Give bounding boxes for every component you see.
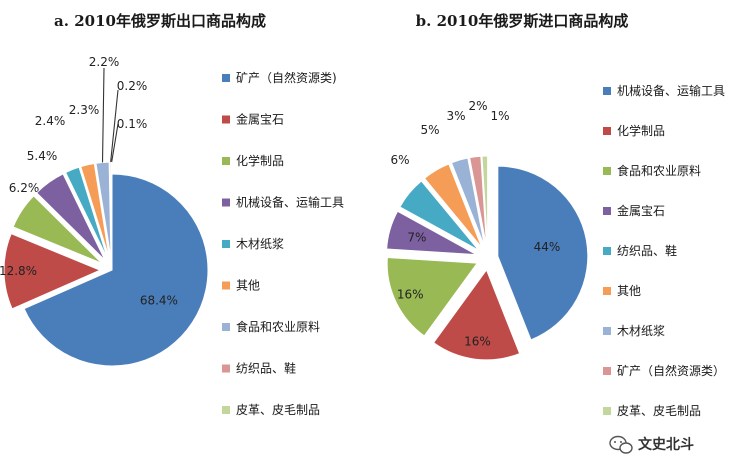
- pie-b-slice-5: [423, 163, 483, 248]
- legend-a-item-3: 机械设备、运输工具: [236, 195, 344, 210]
- pie-a-slice-1: [3, 233, 102, 310]
- legend-a-item-6: 食品和农业原料: [236, 319, 320, 334]
- pie-a-value-label-0: 68.4%: [140, 294, 178, 308]
- legend-a-item-2: 化学制品: [236, 153, 284, 168]
- legend-b-item-2: 食品和农业原料: [617, 163, 701, 178]
- pie-a-slice-0: [23, 173, 209, 367]
- pie-a-leader-6: [101, 67, 105, 163]
- pie-b-value-label-6: 3%: [446, 109, 465, 123]
- wechat-icon: [609, 435, 633, 454]
- legend-a-swatch-2: [222, 157, 230, 165]
- legend-b-swatch-6: [603, 327, 611, 335]
- pie-a-value-label-7: 0.2%: [117, 79, 148, 93]
- pie-b-value-label-3: 7%: [407, 230, 426, 244]
- pie-b-slice-7: [469, 155, 487, 247]
- pie-a-value-label-6: 2.2%: [89, 55, 120, 69]
- pie-a-leader-7: [110, 89, 119, 163]
- legend-a-item-7: 纺织品、鞋: [236, 361, 296, 376]
- pie-a-value-label-3: 5.4%: [27, 149, 58, 163]
- pie-a-leader-8: [111, 123, 119, 163]
- legend-b-swatch-5: [603, 287, 611, 295]
- pie-chart-b: 44% 16% 16% 7% 6% 5% 3%2%1%: [386, 99, 589, 361]
- legend-b-item-4: 纺织品、鞋: [617, 243, 677, 258]
- pie-b-slice-6: [450, 157, 486, 247]
- legend-a: 矿产（自然资源类) 金属宝石化学制品机械设备、运输工具木材纸浆其他食品和农业原料纺…: [222, 70, 344, 417]
- legend-a-swatch-6: [222, 323, 230, 331]
- legend-a-swatch-0: [222, 74, 230, 82]
- legend-a-item-4: 木材纸浆: [236, 236, 284, 251]
- pie-b-value-label-4: 6%: [390, 153, 409, 167]
- chart-a-title: a. 2010年俄罗斯出口商品构成: [54, 12, 266, 30]
- pie-b-value-label-1: 16%: [464, 334, 491, 348]
- pie-a-value-label-5: 2.3%: [69, 103, 100, 117]
- pie-a-slice-3: [35, 173, 106, 261]
- legend-a-item-1: 金属宝石: [236, 112, 284, 127]
- legend-a-item-5: 其他: [236, 279, 260, 293]
- pie-b-slice-1: [432, 268, 521, 361]
- legend-a-swatch-1: [222, 115, 230, 124]
- pie-b-slice-2: [386, 256, 479, 337]
- legend-b-item-8: 皮革、皮毛制品: [617, 404, 701, 418]
- legend-b: 机械设备、运输工具化学制品食品和农业原料金属宝石纺织品、鞋其他木材纸浆矿产（自然…: [603, 83, 725, 418]
- pie-a-slice-2: [12, 195, 103, 264]
- pie-a-value-label-2: 6.2%: [9, 181, 40, 195]
- legend-b-swatch-8: [603, 407, 611, 415]
- pie-a-slice-8: [110, 161, 113, 259]
- legend-b-item-0: 机械设备、运输工具: [617, 83, 725, 98]
- pie-a-slice-5: [80, 162, 110, 259]
- pie-b-value-label-8: 1%: [490, 109, 509, 123]
- legend-b-item-5: 其他: [617, 284, 641, 298]
- pie-b-slice-0: [497, 165, 589, 341]
- watermark: 文史北斗: [609, 435, 694, 454]
- pie-a-slice-4: [64, 166, 109, 260]
- legend-b-swatch-0: [603, 87, 611, 95]
- legend-b-item-1: 化学制品: [617, 123, 665, 138]
- legend-a-swatch-8: [222, 406, 230, 414]
- watermark-text: 文史北斗: [638, 436, 694, 453]
- legend-a-item-8: 皮革、皮毛制品: [236, 403, 320, 417]
- legend-a-swatch-3: [222, 198, 230, 207]
- legend-b-item-3: 金属宝石: [617, 203, 665, 218]
- chart-b-title: b. 2010年俄罗斯进口商品构成: [416, 12, 629, 30]
- pie-chart-a: 68.4% 12.8% 6.2% 5.4% 2.4%2.3% 2.2% 0.2% 0.1%: [0, 55, 209, 367]
- pie-a-value-label-8: 0.1%: [117, 117, 148, 131]
- legend-b-swatch-7: [603, 367, 611, 375]
- legend-a-swatch-4: [222, 240, 230, 248]
- pie-b-value-label-2: 16%: [397, 288, 424, 302]
- legend-a-swatch-7: [222, 364, 230, 373]
- pie-b-slice-8: [481, 155, 489, 247]
- pie-b-value-label-5: 5%: [420, 123, 439, 137]
- pie-b-value-label-7: 2%: [468, 99, 487, 113]
- legend-b-swatch-1: [603, 127, 611, 135]
- legend-b-swatch-3: [603, 207, 611, 215]
- pie-a-value-label-1: 12.8%: [0, 264, 37, 278]
- legend-b-item-6: 木材纸浆: [617, 323, 665, 338]
- legend-b-swatch-4: [603, 247, 611, 255]
- legend-b-item-7: 矿产（自然资源类）: [617, 363, 725, 378]
- legend-b-swatch-2: [603, 167, 611, 175]
- legend-a-swatch-5: [222, 281, 230, 290]
- pie-b-slice-3: [386, 210, 477, 256]
- pie-b-value-label-0: 44%: [534, 240, 561, 254]
- pie-a-value-label-4: 2.4%: [35, 114, 66, 128]
- pie-b-slice-4: [399, 180, 480, 251]
- legend-a-item-0: 矿产（自然资源类): [236, 70, 337, 85]
